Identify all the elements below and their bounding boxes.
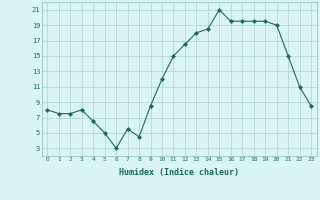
X-axis label: Humidex (Indice chaleur): Humidex (Indice chaleur) <box>119 168 239 177</box>
